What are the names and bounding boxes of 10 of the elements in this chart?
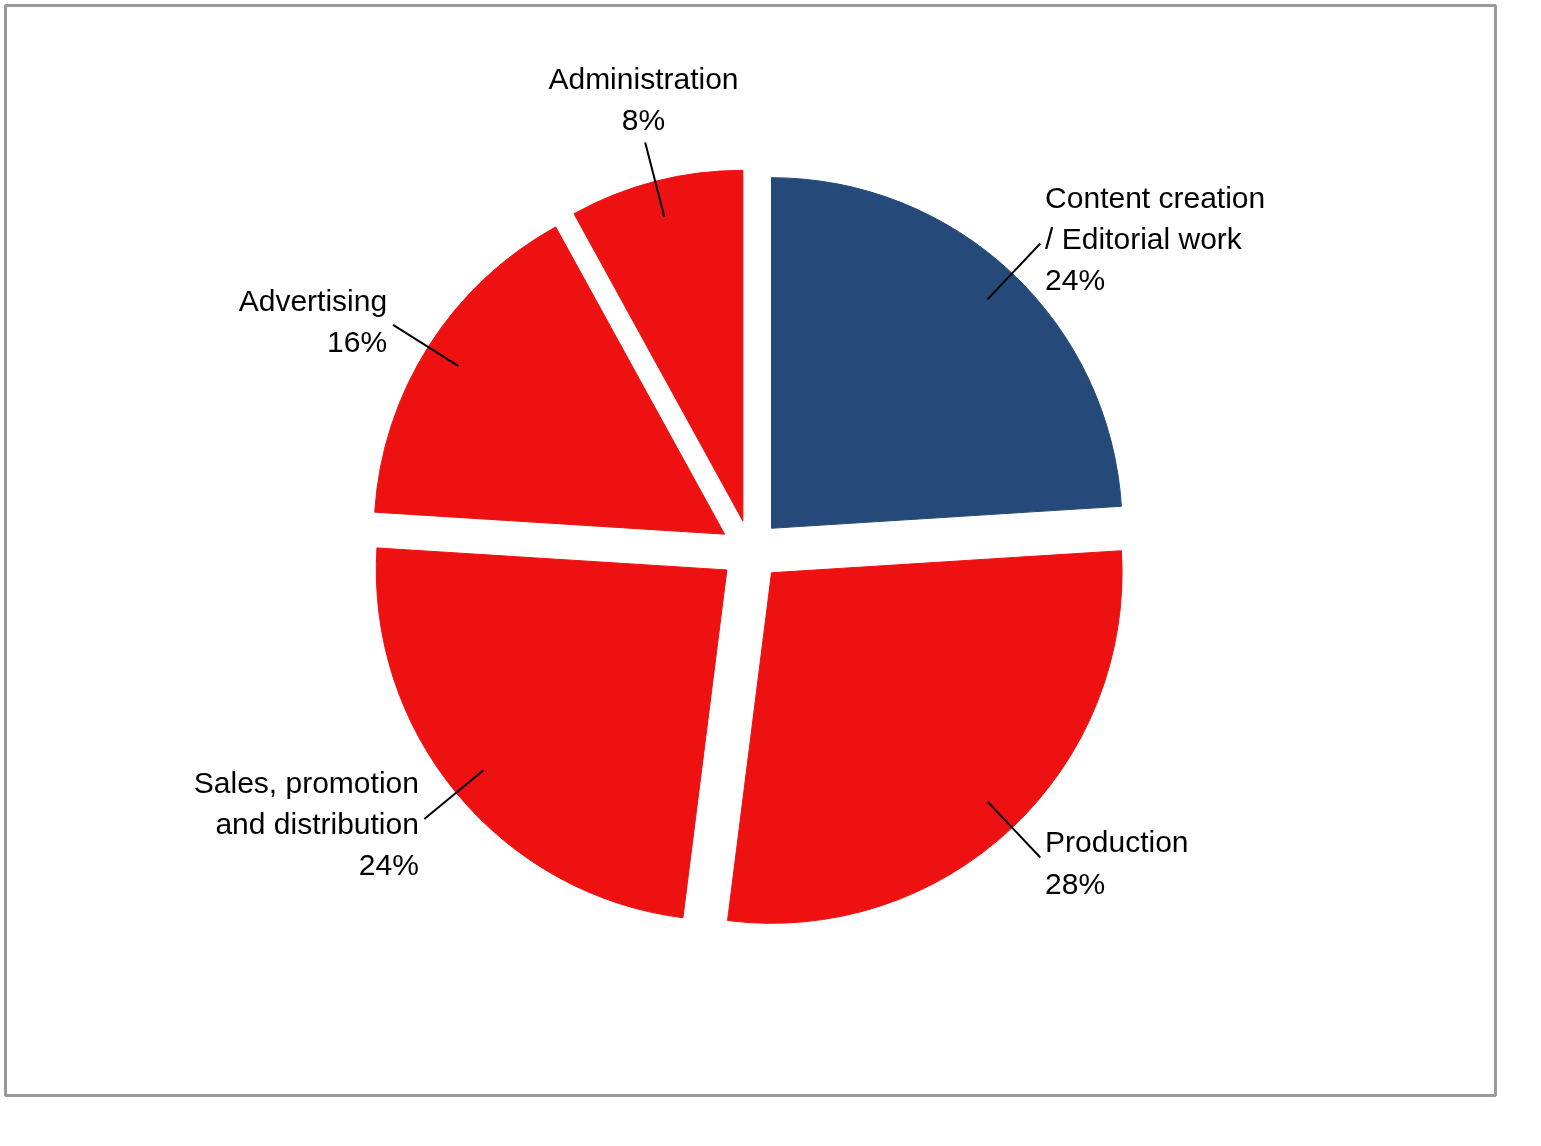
data-label: 28% [1045,866,1106,900]
data-label: 8% [621,102,666,136]
data-label: 24% [358,848,419,882]
data-label: 16% [327,325,388,359]
slice-label: Production [1045,825,1189,859]
slice-label: Content creation / Editorial work [1045,180,1266,255]
data-label: 24% [1045,263,1106,297]
slice-label: Sales, promotion and distribution [193,765,419,840]
slice-label: Advertising [238,283,388,317]
slice-label: Administration [548,61,739,95]
